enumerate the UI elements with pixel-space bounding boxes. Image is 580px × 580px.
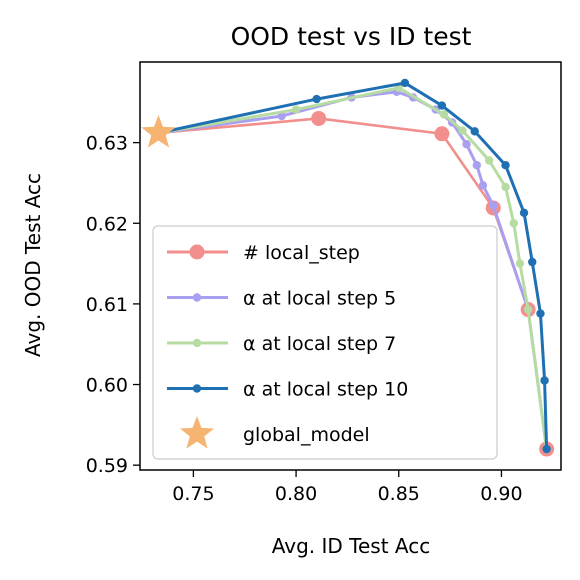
legend-item: α at local step 10 — [167, 379, 408, 401]
data-point — [434, 126, 450, 142]
legend-star-marker — [179, 416, 215, 449]
data-point — [312, 94, 321, 104]
data-point — [528, 257, 537, 267]
legend-marker — [189, 244, 205, 260]
y-tick-label: 0.61 — [86, 294, 128, 316]
plot-frame — [139, 61, 562, 471]
legend-marker — [192, 384, 202, 393]
data-point — [501, 161, 510, 170]
legend-frame — [152, 225, 498, 460]
data-point — [509, 219, 518, 228]
x-tick-label: 0.85 — [378, 483, 420, 505]
x-axis-label: Avg. ID Test Acc — [272, 534, 430, 558]
x-tick-label: 0.90 — [480, 483, 522, 505]
data-point — [489, 201, 498, 210]
data-point — [437, 101, 447, 110]
y-axis-label: Avg. OOD Test Acc — [21, 173, 45, 357]
legend-item: α at local step 5 — [167, 288, 396, 310]
data-point — [515, 259, 525, 268]
x-tick-label: 0.75 — [172, 483, 214, 505]
global-model-star — [141, 114, 176, 148]
data-point — [277, 111, 286, 121]
x-axis: 0.75 0.80 0.85 0.90 — [172, 470, 523, 505]
legend-item: α at local step 7 — [167, 333, 396, 355]
data-point — [540, 376, 549, 385]
data-point — [400, 78, 410, 88]
legend-marker — [192, 338, 202, 348]
x-tick-label: 0.80 — [275, 483, 317, 505]
data-point — [462, 140, 471, 149]
data-point — [439, 110, 449, 119]
data-point — [291, 105, 301, 114]
y-tick-label: 0.60 — [86, 375, 128, 397]
data-point — [472, 161, 481, 170]
legend-item: # local_step — [167, 242, 360, 264]
legend-marker — [192, 293, 202, 302]
data-point — [542, 444, 551, 454]
legend-item: global_model — [179, 416, 370, 449]
series-global-model — [141, 114, 176, 148]
data-point — [519, 208, 529, 217]
series-at-local-step-10 — [154, 78, 551, 454]
legend-label: α at local step 7 — [243, 333, 396, 355]
chart-title: OOD test vs ID test — [231, 22, 472, 51]
series-at-local-step-7 — [154, 83, 551, 454]
legend-label: α at local step 5 — [243, 288, 396, 310]
plot-area — [141, 78, 555, 457]
data-point — [523, 305, 533, 314]
data-point — [470, 127, 479, 136]
data-point — [458, 126, 467, 135]
y-axis: 0.59 0.60 0.61 0.62 0.63 — [86, 133, 140, 477]
data-point — [501, 182, 510, 192]
legend-label: global_model — [243, 424, 370, 446]
data-point — [478, 181, 488, 190]
data-point — [484, 156, 494, 165]
legend: # local_step α at local step 5 α at local … — [152, 225, 498, 460]
y-tick-label: 0.59 — [86, 455, 128, 477]
data-point — [536, 309, 545, 318]
data-point — [311, 110, 327, 126]
legend-label: # local_step — [243, 242, 360, 264]
y-tick-label: 0.62 — [86, 213, 128, 235]
y-tick-label: 0.63 — [86, 133, 128, 155]
legend-label: α at local step 10 — [243, 379, 408, 401]
